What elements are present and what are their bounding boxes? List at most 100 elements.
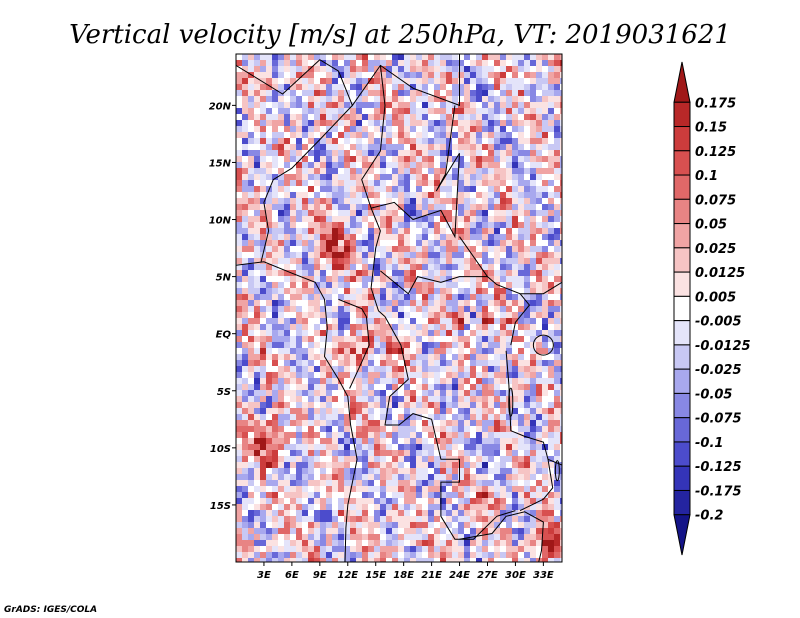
field-cell xyxy=(350,180,356,186)
field-cell xyxy=(530,504,536,510)
field-cell xyxy=(350,108,356,114)
field-cell xyxy=(458,420,464,426)
field-cell xyxy=(326,258,332,264)
field-cell xyxy=(284,396,290,402)
field-cell xyxy=(410,366,416,372)
field-cell xyxy=(476,438,482,444)
field-cell xyxy=(350,54,356,60)
field-cell xyxy=(440,78,446,84)
field-cell xyxy=(362,246,368,252)
field-cell xyxy=(404,486,410,492)
field-cell xyxy=(236,96,242,102)
field-cell xyxy=(266,210,272,216)
field-cell xyxy=(344,456,350,462)
field-cell xyxy=(440,402,446,408)
field-cell xyxy=(476,108,482,114)
field-cell xyxy=(260,192,266,198)
field-cell xyxy=(236,222,242,228)
field-cell xyxy=(350,78,356,84)
field-cell xyxy=(350,336,356,342)
field-cell xyxy=(392,90,398,96)
field-cell xyxy=(518,426,524,432)
field-cell xyxy=(542,78,548,84)
field-cell xyxy=(512,228,518,234)
field-cell xyxy=(512,174,518,180)
field-cell xyxy=(344,246,350,252)
field-cell xyxy=(398,558,404,562)
field-cell xyxy=(488,126,494,132)
field-cell xyxy=(416,342,422,348)
field-cell xyxy=(380,516,386,522)
field-cell xyxy=(374,558,380,562)
field-cell xyxy=(320,228,326,234)
field-cell xyxy=(242,78,248,84)
field-cell xyxy=(392,384,398,390)
field-cell xyxy=(272,414,278,420)
field-cell xyxy=(242,126,248,132)
field-cell xyxy=(242,162,248,168)
field-cell xyxy=(242,498,248,504)
field-cell xyxy=(386,114,392,120)
field-cell xyxy=(374,504,380,510)
field-cell xyxy=(248,498,254,504)
field-cell xyxy=(344,162,350,168)
field-cell xyxy=(494,168,500,174)
field-cell xyxy=(530,252,536,258)
field-cell xyxy=(320,144,326,150)
field-cell xyxy=(476,462,482,468)
field-cell xyxy=(422,258,428,264)
field-cell xyxy=(236,474,242,480)
field-cell xyxy=(446,276,452,282)
field-cell xyxy=(506,336,512,342)
field-cell xyxy=(428,546,434,552)
field-cell xyxy=(266,54,272,60)
field-cell xyxy=(542,516,548,522)
field-cell xyxy=(398,186,404,192)
field-cell xyxy=(530,486,536,492)
field-cell xyxy=(560,258,562,264)
field-cell xyxy=(476,174,482,180)
field-cell xyxy=(446,84,452,90)
field-cell xyxy=(374,438,380,444)
field-cell xyxy=(542,330,548,336)
field-cell xyxy=(512,330,518,336)
field-cell xyxy=(356,480,362,486)
field-cell xyxy=(284,84,290,90)
field-cell xyxy=(542,102,548,108)
field-cell xyxy=(500,78,506,84)
field-cell xyxy=(470,366,476,372)
field-cell xyxy=(296,144,302,150)
field-cell xyxy=(362,150,368,156)
field-cell xyxy=(482,504,488,510)
field-cell xyxy=(506,156,512,162)
field-cell xyxy=(488,498,494,504)
field-cell xyxy=(434,234,440,240)
field-cell xyxy=(488,264,494,270)
field-cell xyxy=(308,498,314,504)
field-cell xyxy=(416,348,422,354)
field-cell xyxy=(386,270,392,276)
field-cell xyxy=(260,324,266,330)
field-cell xyxy=(308,246,314,252)
field-cell xyxy=(314,72,320,78)
field-cell xyxy=(506,126,512,132)
field-cell xyxy=(494,96,500,102)
field-cell xyxy=(482,264,488,270)
field-cell xyxy=(344,216,350,222)
field-cell xyxy=(296,558,302,562)
field-cell xyxy=(524,138,530,144)
field-cell xyxy=(404,276,410,282)
field-cell xyxy=(242,102,248,108)
field-cell xyxy=(236,264,242,270)
field-cell xyxy=(500,204,506,210)
field-cell xyxy=(338,60,344,66)
field-cell xyxy=(506,330,512,336)
field-cell xyxy=(536,54,542,60)
field-cell xyxy=(500,330,506,336)
field-cell xyxy=(254,276,260,282)
field-cell xyxy=(470,540,476,546)
field-cell xyxy=(476,408,482,414)
field-cell xyxy=(350,276,356,282)
field-cell xyxy=(440,468,446,474)
field-cell xyxy=(428,102,434,108)
